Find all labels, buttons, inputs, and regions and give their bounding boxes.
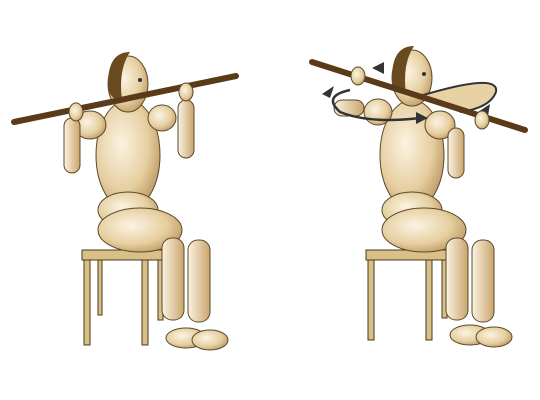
rotation-arrow (331, 88, 421, 122)
rotation-arrow (419, 82, 498, 113)
stick (11, 73, 239, 125)
hair (108, 52, 130, 100)
hand (68, 102, 84, 122)
hand (350, 66, 366, 86)
stick (309, 59, 528, 133)
hair (392, 46, 414, 94)
eye (422, 72, 426, 76)
body (63, 55, 229, 351)
hand (178, 82, 194, 102)
chair (365, 249, 451, 341)
chair (81, 249, 167, 346)
hand (474, 110, 490, 130)
arrow-head (322, 86, 334, 98)
arrow-head (372, 62, 384, 74)
eye (138, 78, 142, 82)
body (333, 49, 513, 348)
figure-right (309, 46, 528, 348)
figure-left (11, 52, 239, 351)
arrow-head (416, 112, 428, 124)
